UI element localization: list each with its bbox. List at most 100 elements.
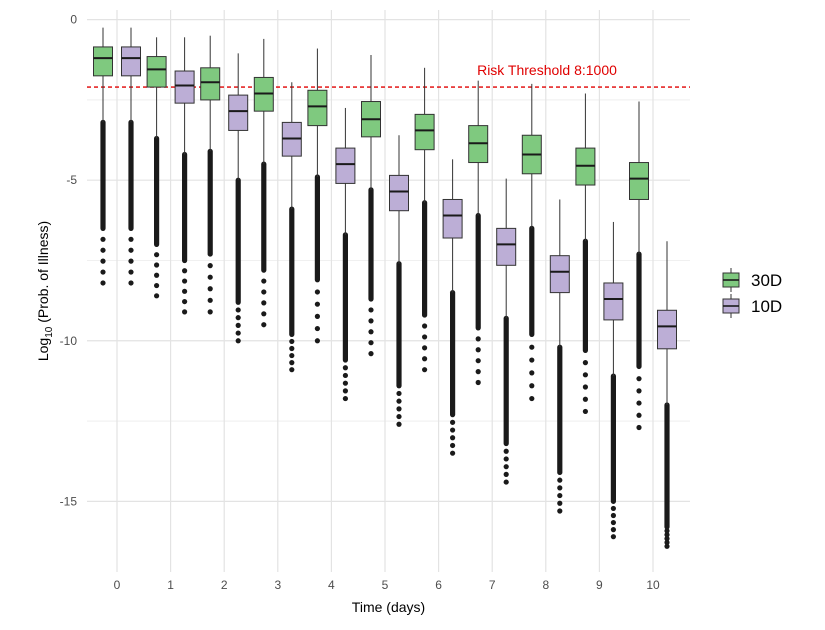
outlier-point — [422, 345, 428, 351]
box-10D-day-2 — [228, 53, 249, 344]
outlier-point — [154, 262, 160, 268]
box-10D-day-5 — [389, 135, 409, 427]
box-30D-day-5 — [361, 54, 381, 357]
box-body — [414, 113, 435, 151]
outlier-point — [610, 519, 617, 526]
outlier-point — [342, 372, 348, 379]
outlier-point — [422, 367, 428, 373]
legend-item-30D: 30D — [722, 268, 782, 292]
series-30D — [93, 27, 649, 431]
box-10D-day-0 — [121, 27, 141, 286]
outlier-point — [450, 427, 456, 433]
box-30D-day-10 — [629, 101, 649, 431]
outlier-point — [636, 400, 642, 406]
outlier-point — [422, 323, 428, 329]
box-10D-day-1 — [174, 37, 195, 315]
outlier-point — [368, 318, 374, 324]
outlier-point — [342, 380, 348, 386]
y-tick-label: -5 — [66, 173, 77, 187]
outlier-point — [557, 477, 563, 483]
risk-threshold-label: Risk Threshold 8:1000 — [477, 62, 617, 78]
outlier-point — [261, 311, 267, 317]
outlier-point — [557, 485, 563, 491]
outlier-point — [289, 338, 295, 345]
outlier-point — [182, 309, 188, 315]
outlier-point — [289, 367, 295, 373]
box-body — [629, 162, 649, 200]
x-tick-label: 7 — [489, 578, 496, 592]
outlier-point — [582, 408, 589, 415]
x-axis-title: Time (days) — [352, 599, 425, 615]
outlier-point — [450, 442, 456, 449]
outlier-point — [235, 322, 241, 328]
outlier-point — [207, 286, 213, 292]
box-body — [335, 147, 356, 184]
box-30D-day-0 — [93, 27, 113, 286]
outlier-point — [100, 258, 106, 264]
x-tick-label: 1 — [167, 578, 174, 592]
outlier-point — [235, 315, 241, 321]
outlier-point — [235, 338, 241, 344]
outlier-point — [475, 379, 481, 386]
box-10D-day-8 — [549, 199, 570, 514]
outlier-point — [235, 307, 241, 313]
box-body — [200, 67, 221, 101]
outlier-point — [342, 395, 348, 402]
outlier-point — [100, 236, 106, 242]
outlier-point — [557, 500, 563, 506]
outlier-point — [610, 505, 617, 512]
outlier-point — [100, 247, 106, 253]
x-tick-label: 6 — [435, 578, 442, 592]
outlier-point — [557, 492, 563, 499]
box-body — [146, 56, 167, 88]
outlier-point — [636, 376, 642, 382]
outlier-point — [154, 272, 160, 278]
box-30D-day-3 — [253, 38, 274, 328]
box-10D-day-4 — [335, 107, 356, 402]
outlier-point — [582, 396, 589, 402]
outlier-point — [128, 236, 134, 242]
y-axis-ticks: 0 -5 -10 -15 — [60, 13, 78, 509]
box-body — [307, 89, 328, 127]
outlier-point — [182, 288, 188, 294]
box-body — [174, 70, 195, 104]
outlier-point — [396, 421, 402, 427]
x-tick-label: 3 — [274, 578, 281, 592]
outlier-point — [610, 512, 617, 519]
series-10D — [121, 27, 677, 549]
outlier-point — [396, 406, 402, 412]
box-30D-day-1 — [146, 37, 167, 299]
outlier-point — [529, 370, 535, 376]
box-body — [549, 255, 570, 294]
outlier-point — [422, 334, 428, 340]
outlier-point — [450, 435, 456, 441]
outlier-point — [396, 390, 402, 397]
outlier-point — [342, 365, 348, 371]
outlier-point — [235, 330, 241, 336]
box-body — [496, 227, 517, 266]
outlier-point — [207, 309, 213, 315]
outlier-point — [529, 344, 535, 350]
outlier-point — [475, 336, 481, 342]
outlier-point — [664, 536, 670, 542]
outlier-point — [636, 424, 642, 431]
outlier-point — [182, 278, 188, 284]
y-axis-title: Log10 (Prob. of Illness) — [35, 221, 55, 361]
box-10D-day-6 — [442, 159, 463, 456]
y-tick-label: -10 — [60, 334, 78, 348]
x-tick-label: 5 — [382, 578, 389, 592]
outlier-point — [314, 325, 320, 332]
grid-lines — [87, 10, 690, 572]
outlier-point — [182, 268, 188, 274]
outlier-point — [396, 398, 402, 404]
outlier-point — [154, 252, 160, 258]
outlier-point — [128, 269, 134, 275]
outlier-point — [154, 293, 160, 299]
outlier-point — [475, 358, 481, 364]
outlier-point — [368, 329, 374, 335]
outlier-point — [314, 313, 320, 319]
box-10D-day-10 — [657, 241, 677, 549]
box-10D-day-9 — [603, 221, 624, 540]
